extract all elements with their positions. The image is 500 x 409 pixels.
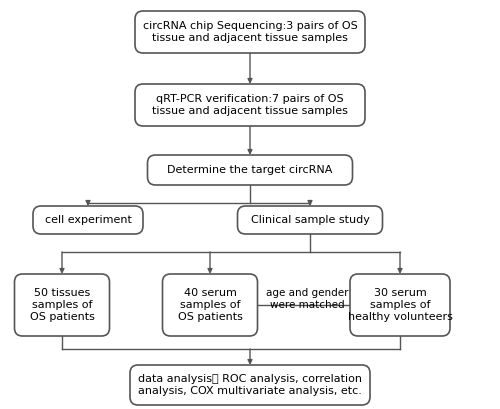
Text: 50 tissues
samples of
OS patients: 50 tissues samples of OS patients — [30, 288, 94, 321]
FancyBboxPatch shape — [14, 274, 110, 336]
FancyBboxPatch shape — [130, 365, 370, 405]
Text: 30 serum
samples of
healthy volunteers: 30 serum samples of healthy volunteers — [348, 288, 453, 321]
FancyBboxPatch shape — [135, 11, 365, 53]
FancyBboxPatch shape — [135, 84, 365, 126]
Text: Clinical sample study: Clinical sample study — [250, 215, 370, 225]
Text: 40 serum
samples of
OS patients: 40 serum samples of OS patients — [178, 288, 242, 321]
Text: Determine the target circRNA: Determine the target circRNA — [168, 165, 332, 175]
Text: cell experiment: cell experiment — [44, 215, 132, 225]
FancyBboxPatch shape — [162, 274, 258, 336]
Text: circRNA chip Sequencing:3 pairs of OS
tissue and adjacent tissue samples: circRNA chip Sequencing:3 pairs of OS ti… — [142, 21, 358, 43]
Text: age and gender
were matched: age and gender were matched — [266, 288, 348, 310]
Text: qRT-PCR verification:7 pairs of OS
tissue and adjacent tissue samples: qRT-PCR verification:7 pairs of OS tissu… — [152, 94, 348, 116]
Text: data analysis： ROC analysis, correlation
analysis, COX multivariate analysis, et: data analysis： ROC analysis, correlation… — [138, 374, 362, 396]
FancyBboxPatch shape — [148, 155, 352, 185]
FancyBboxPatch shape — [238, 206, 382, 234]
FancyBboxPatch shape — [350, 274, 450, 336]
FancyBboxPatch shape — [33, 206, 143, 234]
